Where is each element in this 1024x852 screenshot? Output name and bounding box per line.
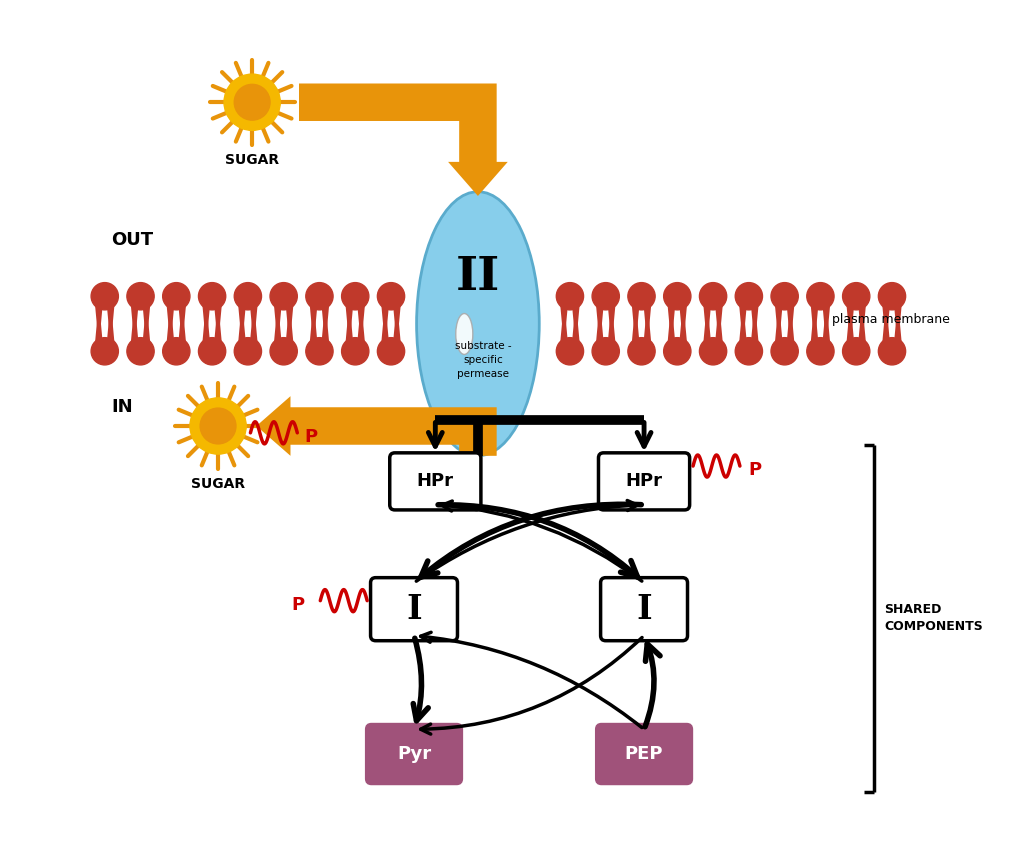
Circle shape — [735, 337, 763, 365]
Circle shape — [199, 283, 225, 310]
FancyBboxPatch shape — [596, 724, 692, 784]
FancyBboxPatch shape — [601, 578, 687, 641]
Circle shape — [234, 84, 270, 120]
Circle shape — [556, 283, 584, 310]
Circle shape — [699, 337, 727, 365]
FancyBboxPatch shape — [598, 453, 689, 509]
PathPatch shape — [256, 396, 497, 456]
Circle shape — [592, 283, 620, 310]
Text: P: P — [749, 461, 762, 480]
Text: I: I — [407, 593, 422, 625]
Text: IN: IN — [112, 398, 133, 416]
Circle shape — [127, 337, 155, 365]
Ellipse shape — [417, 192, 540, 456]
Circle shape — [270, 337, 297, 365]
Circle shape — [843, 337, 869, 365]
Circle shape — [556, 337, 584, 365]
Circle shape — [807, 283, 835, 310]
Text: PEP: PEP — [625, 745, 664, 763]
Circle shape — [735, 283, 763, 310]
Text: P: P — [292, 596, 305, 614]
FancyBboxPatch shape — [371, 578, 458, 641]
Circle shape — [628, 337, 655, 365]
PathPatch shape — [299, 83, 508, 196]
Circle shape — [807, 337, 835, 365]
Circle shape — [224, 74, 281, 130]
Circle shape — [199, 337, 225, 365]
Circle shape — [200, 408, 236, 444]
Circle shape — [234, 283, 261, 310]
Circle shape — [342, 283, 369, 310]
Circle shape — [306, 283, 333, 310]
Text: SUGAR: SUGAR — [191, 477, 245, 491]
Circle shape — [592, 337, 620, 365]
Circle shape — [628, 283, 655, 310]
Circle shape — [91, 283, 119, 310]
Circle shape — [342, 337, 369, 365]
Text: OUT: OUT — [112, 232, 154, 250]
Text: HPr: HPr — [417, 472, 454, 491]
Circle shape — [91, 337, 119, 365]
Text: substrate -
specific
permease: substrate - specific permease — [455, 341, 511, 378]
Circle shape — [378, 283, 404, 310]
Circle shape — [163, 283, 189, 310]
Circle shape — [771, 283, 799, 310]
Text: Pyr: Pyr — [397, 745, 431, 763]
Circle shape — [664, 283, 691, 310]
Text: II: II — [456, 254, 500, 300]
Text: P: P — [304, 428, 317, 446]
Circle shape — [699, 283, 727, 310]
Text: HPr: HPr — [626, 472, 663, 491]
Circle shape — [306, 337, 333, 365]
Circle shape — [879, 337, 905, 365]
Circle shape — [127, 283, 155, 310]
FancyBboxPatch shape — [390, 453, 481, 509]
Circle shape — [378, 337, 404, 365]
Circle shape — [879, 283, 905, 310]
Circle shape — [664, 337, 691, 365]
Text: SUGAR: SUGAR — [225, 153, 280, 167]
Circle shape — [163, 337, 189, 365]
Ellipse shape — [456, 314, 473, 354]
Text: plasma membrane: plasma membrane — [831, 313, 949, 326]
Circle shape — [270, 283, 297, 310]
Circle shape — [189, 398, 246, 454]
Circle shape — [843, 283, 869, 310]
Text: I: I — [636, 593, 652, 625]
Text: SHARED
COMPONENTS: SHARED COMPONENTS — [885, 603, 983, 633]
Circle shape — [771, 337, 799, 365]
FancyBboxPatch shape — [367, 724, 462, 784]
Circle shape — [234, 337, 261, 365]
